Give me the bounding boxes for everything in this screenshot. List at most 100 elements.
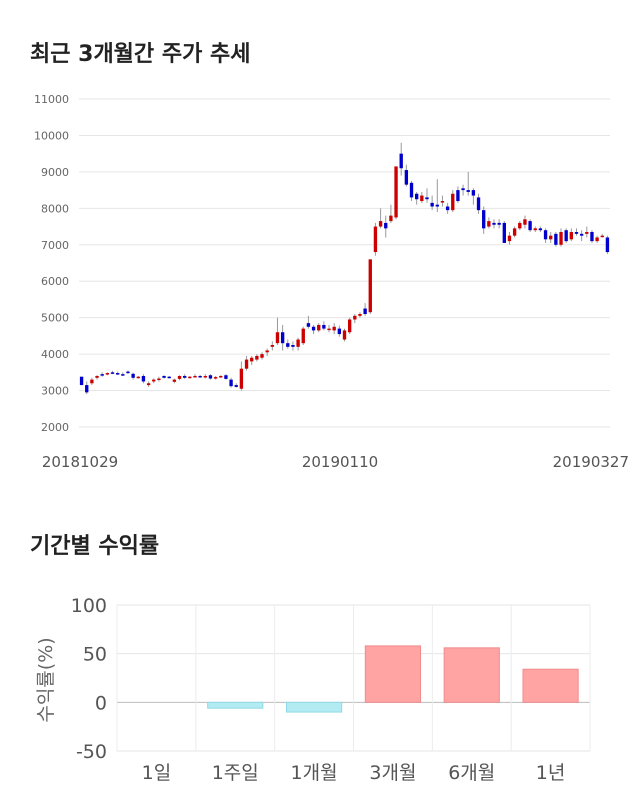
candle-x-tick-label: 20190110 — [302, 453, 378, 471]
candle-body — [512, 228, 517, 236]
bar-y-tick-label: -50 — [76, 741, 107, 763]
candle-body — [244, 359, 249, 369]
candle-body — [497, 222, 501, 225]
candle-body — [280, 332, 285, 344]
candlestick-chart: 11000 10000 9000 8000 7000 6000 5000 4000 3000 20… — [34, 93, 629, 471]
candle-body — [126, 371, 130, 374]
period-returns-title: 기간별 수익률 — [30, 534, 160, 559]
candle-body — [363, 308, 367, 315]
candle-body — [100, 374, 104, 376]
candle-body — [317, 324, 321, 331]
stock-trend-title: 최근 3개월간 주가 추세 — [30, 42, 251, 67]
candle-body — [518, 222, 522, 229]
candle-body — [394, 166, 398, 218]
bar-x-tick-label: 1년 — [536, 762, 566, 784]
candle-body — [213, 377, 218, 379]
candle-body — [291, 345, 295, 347]
candle-body — [564, 230, 568, 242]
candle-body — [435, 204, 439, 207]
candle-body — [574, 232, 579, 234]
candle-body — [224, 375, 228, 379]
candle-body — [337, 328, 342, 335]
bar-x-tick-label: 1주일 — [212, 762, 259, 784]
candle-body — [507, 235, 512, 242]
bar-x-tick-label: 3개월 — [369, 762, 416, 784]
candle-body — [203, 375, 207, 378]
candle-body — [414, 193, 419, 200]
candle-body — [590, 232, 594, 242]
candle-body — [208, 375, 213, 379]
candle-body — [559, 232, 563, 245]
bar-x-tick-label: 1개월 — [291, 762, 338, 784]
candle-body — [482, 210, 486, 229]
candle-y-tick-label: 8000 — [41, 202, 69, 215]
candle-body — [95, 375, 99, 378]
candle-body — [167, 376, 171, 379]
return-bar — [443, 647, 500, 703]
candle-body — [378, 221, 383, 227]
candle-body — [131, 373, 135, 378]
candle-body — [528, 221, 532, 231]
candle-body — [358, 314, 362, 316]
candle-y-tick-label: 6000 — [41, 275, 69, 288]
candle-body — [311, 326, 316, 331]
candle-body — [466, 190, 470, 192]
candle-y-tick-label: 9000 — [41, 166, 69, 179]
candle-y-tick-label: 7000 — [41, 239, 69, 252]
candle-body — [461, 188, 465, 191]
candle-body — [275, 332, 280, 344]
return-bar — [522, 668, 579, 703]
candle-body — [389, 215, 393, 222]
candle-body — [342, 330, 347, 340]
candle-body — [384, 222, 388, 229]
candle-body — [327, 328, 331, 331]
candle-body — [296, 339, 300, 347]
candle-body — [301, 328, 305, 344]
candle-body — [105, 373, 110, 375]
bar-y-tick-label: 50 — [83, 644, 107, 666]
candle-body — [239, 368, 244, 389]
candle-body — [492, 222, 496, 225]
candle-body — [219, 375, 223, 378]
candle-body — [595, 237, 599, 242]
candle-body — [121, 374, 125, 376]
candle-x-tick-label: 20181029 — [42, 453, 118, 471]
candle-body — [265, 350, 269, 353]
candle-body — [234, 385, 238, 387]
candle-body — [538, 228, 543, 231]
candle-body — [229, 379, 233, 387]
candle-body — [85, 385, 89, 393]
candle-body — [456, 190, 460, 202]
candle-body — [188, 376, 192, 379]
candle-body — [110, 372, 115, 374]
candle-body — [445, 206, 450, 211]
candle-body — [353, 315, 357, 320]
candle-body — [409, 182, 414, 198]
candle-body — [440, 201, 445, 203]
candle-body — [502, 222, 506, 243]
return-bar — [364, 645, 422, 703]
candle-y-tick-label: 11000 — [34, 93, 69, 106]
bar-y-tick-label: 100 — [71, 595, 107, 617]
candle-body — [306, 323, 311, 327]
candle-y-tick-label: 5000 — [41, 312, 69, 325]
candle-body — [193, 375, 197, 378]
candle-body — [152, 379, 156, 382]
candle-body — [549, 235, 553, 240]
candle-body — [322, 324, 326, 329]
candle-body — [368, 259, 372, 313]
candle-body — [420, 195, 424, 202]
candle-body — [270, 345, 275, 347]
candle-body — [172, 379, 177, 382]
candle-body — [605, 237, 610, 253]
candle-body — [255, 355, 259, 360]
candle-y-tick-label: 3000 — [41, 385, 69, 398]
candle-body — [487, 221, 491, 227]
candle-body — [533, 228, 537, 231]
candle-body — [250, 357, 254, 362]
candle-body — [600, 235, 604, 238]
candle-body — [347, 319, 352, 333]
candle-body — [543, 230, 548, 240]
candle-body — [471, 190, 476, 196]
candle-body — [579, 233, 584, 236]
